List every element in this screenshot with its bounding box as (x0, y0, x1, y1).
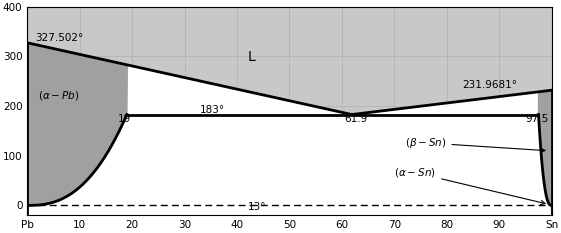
Text: $(\beta - Sn)$: $(\beta - Sn)$ (405, 136, 545, 152)
Polygon shape (27, 43, 551, 215)
Polygon shape (539, 90, 551, 215)
Text: $(\alpha - Pb)$: $(\alpha - Pb)$ (38, 89, 79, 102)
Polygon shape (27, 43, 127, 215)
Text: 19: 19 (118, 114, 131, 124)
Text: 327.502°: 327.502° (35, 33, 84, 43)
Text: 61.9: 61.9 (344, 114, 367, 124)
Text: 97.5: 97.5 (526, 114, 549, 124)
Text: 13°: 13° (247, 202, 266, 212)
Text: $(\alpha - Sn)$: $(\alpha - Sn)$ (394, 166, 545, 205)
Text: 183°: 183° (200, 105, 226, 115)
Text: 231.9681°: 231.9681° (462, 80, 517, 90)
Text: L: L (247, 50, 255, 64)
